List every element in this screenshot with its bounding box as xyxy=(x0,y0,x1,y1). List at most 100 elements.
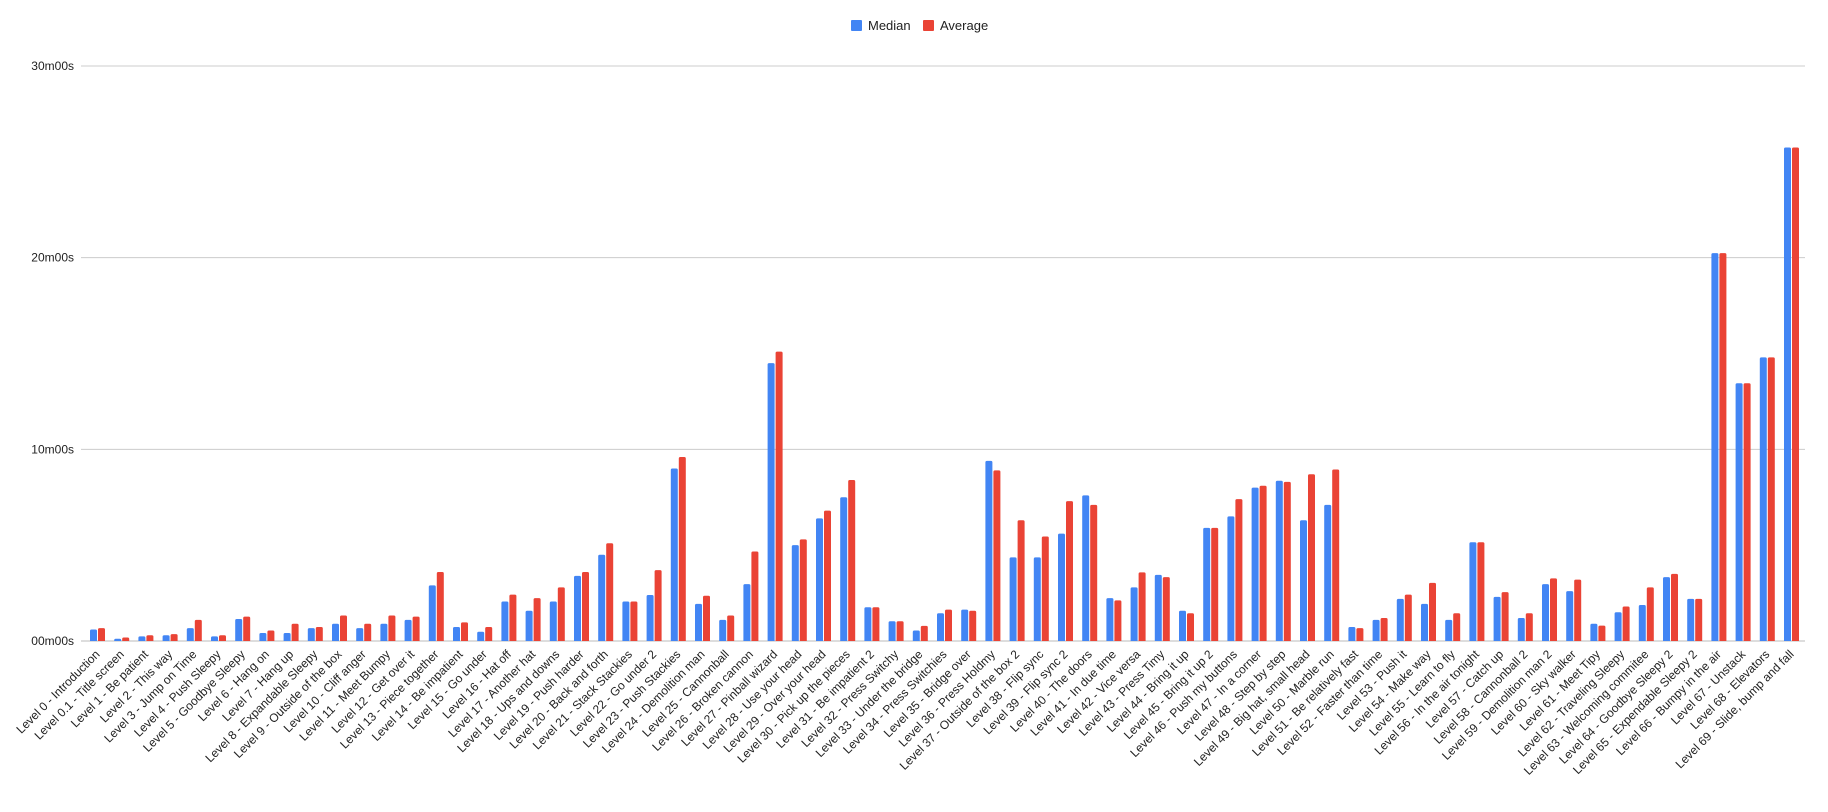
legend-label-median: Median xyxy=(868,18,911,33)
bar-median xyxy=(283,632,291,641)
y-tick-label: 10m00s xyxy=(31,442,74,456)
bar-average xyxy=(1332,469,1340,641)
bar-average xyxy=(896,621,904,641)
bar-average xyxy=(98,628,105,641)
bar-median xyxy=(816,518,823,641)
bar-average xyxy=(630,601,638,641)
bar-average xyxy=(267,630,275,641)
bar-median xyxy=(864,607,872,641)
bar-median xyxy=(162,635,170,641)
bar-median xyxy=(404,619,412,641)
bar-median xyxy=(598,554,606,641)
bar-average xyxy=(751,551,759,641)
bar-median xyxy=(525,610,533,641)
bar-average xyxy=(1041,536,1049,641)
legend: Median Average xyxy=(851,18,988,33)
bar-median xyxy=(1784,147,1791,642)
legend-swatch-median xyxy=(851,20,862,31)
bar-median xyxy=(549,601,557,641)
bar-average xyxy=(1066,501,1073,641)
bar-average xyxy=(364,623,372,641)
bar-median xyxy=(428,585,436,641)
y-tick-label: 00m00s xyxy=(31,634,74,648)
bar-median xyxy=(1590,623,1598,641)
bar-average xyxy=(1404,594,1412,641)
bar-median xyxy=(695,603,702,641)
bar-average xyxy=(1235,499,1243,641)
bar-median xyxy=(1106,598,1114,641)
bar-median xyxy=(574,575,581,641)
bar-median xyxy=(477,631,485,641)
bar-average xyxy=(969,610,977,641)
bar-average xyxy=(1550,578,1557,641)
bar-average xyxy=(1525,613,1533,641)
bar-median xyxy=(1566,591,1574,641)
bar-average xyxy=(799,539,807,641)
bars xyxy=(90,147,1799,642)
bar-median xyxy=(1033,557,1041,641)
bar-median xyxy=(1663,577,1670,641)
bar-median xyxy=(1711,253,1719,642)
bar-average xyxy=(461,622,468,641)
bar-median xyxy=(985,460,993,641)
bar-median xyxy=(90,629,97,641)
bar-median xyxy=(1421,603,1428,641)
bar-average xyxy=(412,616,420,641)
bar-average xyxy=(194,619,202,641)
bar-median xyxy=(1324,504,1332,641)
y-tick-label: 20m00s xyxy=(31,251,74,265)
bar-median xyxy=(767,363,775,641)
bar-median xyxy=(501,601,509,641)
bar-average xyxy=(170,634,178,641)
bar-average xyxy=(1114,600,1122,641)
bar-average xyxy=(1501,592,1509,641)
bar-average xyxy=(533,598,541,641)
bar-median xyxy=(1614,612,1622,641)
bar-median xyxy=(840,497,848,641)
bar-median xyxy=(888,621,896,641)
bar-average xyxy=(993,470,1001,641)
bar-median xyxy=(743,584,751,641)
bar-median xyxy=(1300,520,1307,641)
bar-average xyxy=(436,572,444,641)
y-tick-label: 30m00s xyxy=(31,59,74,73)
bar-average xyxy=(654,570,662,641)
bar-average xyxy=(1646,587,1654,641)
bar-average xyxy=(1356,628,1364,641)
bar-average xyxy=(824,510,831,641)
bar-average xyxy=(1477,542,1485,641)
bar-median xyxy=(1082,495,1090,641)
bar-median xyxy=(1372,619,1380,641)
bar-average xyxy=(1308,474,1315,641)
bar-average xyxy=(340,615,347,641)
bar-median xyxy=(259,632,267,641)
bar-average xyxy=(775,351,783,641)
bar-average xyxy=(1017,520,1025,641)
bar-average xyxy=(146,635,154,641)
bar-median xyxy=(1058,533,1065,641)
legend-swatch-average xyxy=(923,20,934,31)
bar-median xyxy=(453,627,460,641)
bar-median xyxy=(1154,574,1162,641)
bar-median xyxy=(1735,383,1743,641)
bar-median xyxy=(1251,487,1259,641)
bar-median xyxy=(1638,604,1646,641)
bar-average xyxy=(1743,383,1751,641)
bar-average xyxy=(1259,485,1267,641)
bar-average xyxy=(1671,573,1678,641)
bar-median xyxy=(670,468,678,641)
bar-median xyxy=(380,623,388,641)
bar-median xyxy=(211,636,218,641)
bar-average xyxy=(1211,527,1219,641)
bar-average xyxy=(1380,618,1388,641)
bar-average xyxy=(1622,606,1630,641)
bar-median xyxy=(1348,627,1356,641)
bar-median xyxy=(719,619,727,641)
bar-median xyxy=(937,613,944,641)
bar-median xyxy=(1396,598,1404,641)
bar-median xyxy=(1275,480,1283,641)
bar-median xyxy=(114,638,122,641)
bar-average xyxy=(920,625,928,641)
bar-median xyxy=(186,628,194,641)
bar-average xyxy=(122,637,130,641)
